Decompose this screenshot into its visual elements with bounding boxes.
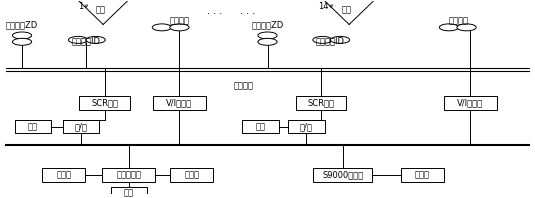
Circle shape [258,32,277,39]
FancyBboxPatch shape [63,120,99,133]
Text: . . .: . . . [240,6,255,16]
Text: 手/自: 手/自 [74,122,87,131]
Circle shape [457,24,476,31]
Text: 配料电机ID: 配料电机ID [72,36,101,45]
Text: SCR装置: SCR装置 [308,98,334,107]
FancyBboxPatch shape [153,96,206,109]
Circle shape [152,24,171,31]
Text: 手动: 手动 [28,122,37,131]
FancyBboxPatch shape [42,168,85,182]
Text: V/I放大器: V/I放大器 [457,98,483,107]
Text: 台式监控站: 台式监控站 [116,170,141,180]
Circle shape [258,38,277,45]
Circle shape [12,32,32,39]
FancyBboxPatch shape [314,168,372,182]
Text: 给料电机ZD: 给料电机ZD [6,20,38,29]
Text: #: # [329,4,333,9]
FancyBboxPatch shape [242,120,279,133]
FancyBboxPatch shape [288,120,325,133]
Text: 14: 14 [318,2,329,11]
Text: S9000控制器: S9000控制器 [322,170,363,180]
FancyBboxPatch shape [79,96,130,109]
Circle shape [86,36,105,43]
Text: 配料电机ID: 配料电机ID [316,36,345,45]
FancyBboxPatch shape [111,187,147,198]
Text: SCR装置: SCR装置 [91,98,118,107]
Text: 手动: 手动 [256,122,265,131]
Text: 集料皮带: 集料皮带 [233,82,254,91]
Circle shape [439,24,458,31]
Text: #: # [83,4,88,9]
Text: V/I放大器: V/I放大器 [166,98,193,107]
Circle shape [68,36,88,43]
Text: 手/自: 手/自 [300,122,313,131]
Text: 给料电机ZD: 给料电机ZD [251,20,284,29]
Text: 扩展箱: 扩展箱 [415,170,430,180]
Text: 料槽: 料槽 [341,6,351,14]
Text: 1: 1 [78,2,83,11]
FancyBboxPatch shape [14,120,51,133]
FancyBboxPatch shape [102,168,156,182]
Text: . . .: . . . [207,6,222,16]
Text: 显示器: 显示器 [56,170,71,180]
Text: 料槽: 料槽 [96,6,106,14]
Circle shape [331,36,350,43]
FancyBboxPatch shape [170,168,213,182]
Text: 配料皮带: 配料皮带 [170,16,189,25]
Circle shape [313,36,332,43]
FancyBboxPatch shape [295,96,346,109]
Circle shape [12,38,32,45]
Text: 键盘: 键盘 [124,188,134,197]
FancyBboxPatch shape [401,168,444,182]
FancyBboxPatch shape [444,96,497,109]
Circle shape [170,24,189,31]
Text: 配料皮带: 配料皮带 [448,16,469,25]
Text: 打印机: 打印机 [184,170,199,180]
